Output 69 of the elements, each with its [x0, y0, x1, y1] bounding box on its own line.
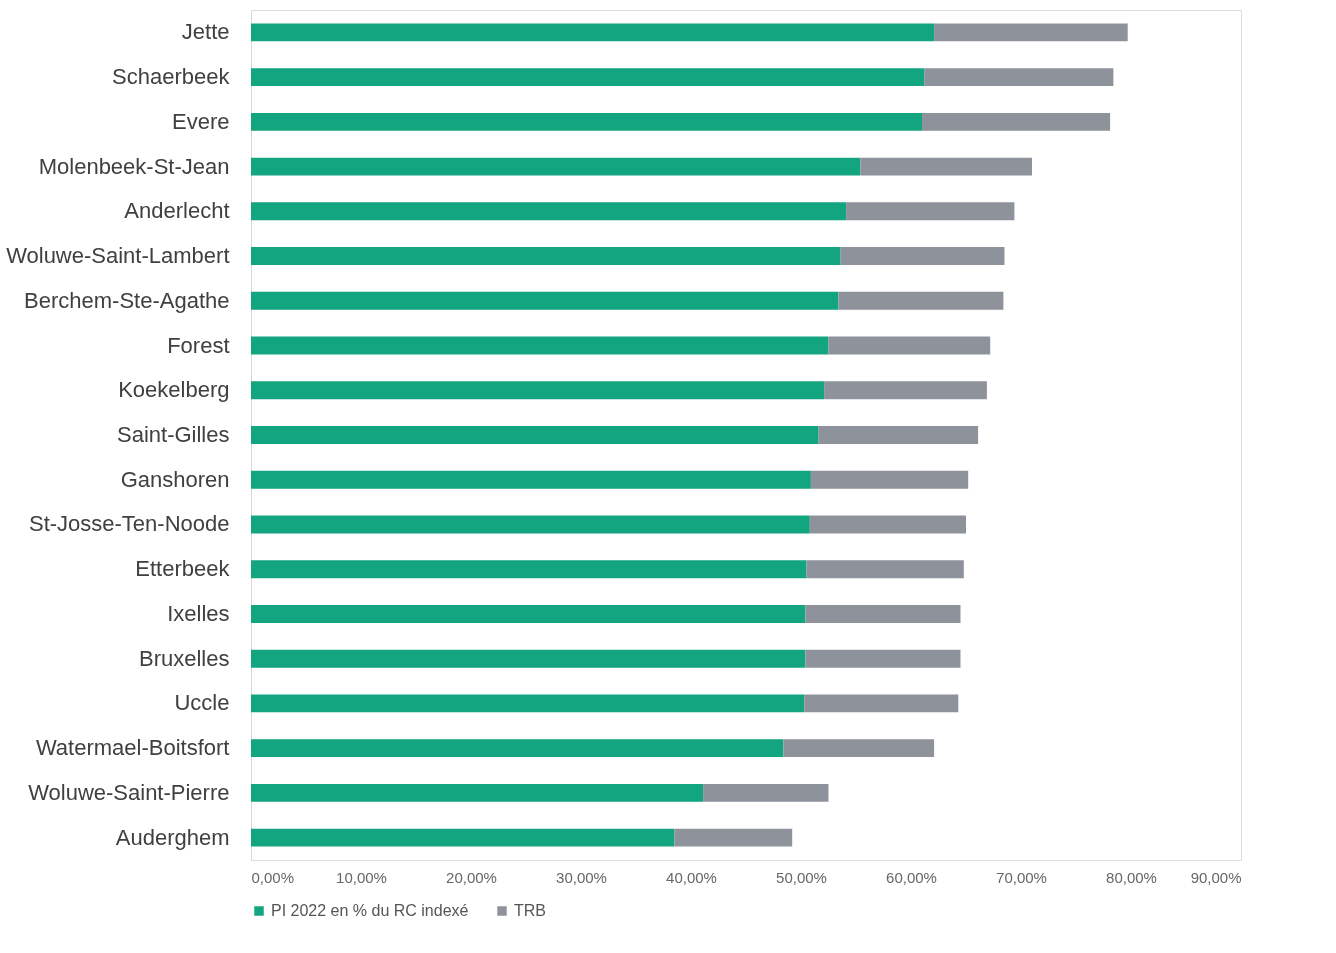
bar: [251, 336, 829, 355]
x-tick-label: 70,00%: [996, 868, 1047, 886]
bar: [809, 515, 966, 534]
bar: [783, 739, 935, 758]
x-tick-label: 80,00%: [1106, 868, 1157, 886]
bar: [824, 381, 987, 400]
y-tick-label: Molenbeek-St-Jean: [38, 153, 230, 179]
y-tick-label: Woluwe-Saint-Pierre: [28, 779, 230, 805]
bar: [810, 470, 969, 489]
y-tick-label: Uccle: [174, 690, 230, 716]
legend-label: TRB: [514, 902, 546, 919]
bar: [251, 739, 784, 758]
x-tick-label: 50,00%: [776, 868, 827, 886]
y-tick-label: Anderlecht: [124, 198, 230, 224]
y-tick-label: Koekelberg: [118, 377, 230, 403]
bar: [840, 247, 1005, 265]
bar: [251, 783, 704, 802]
y-tick-label: Forest: [167, 332, 230, 358]
bar: [828, 336, 991, 355]
bar: [838, 291, 1004, 310]
y-tick-label: Evere: [172, 108, 230, 134]
bar: [251, 560, 807, 579]
bar: [804, 694, 959, 713]
x-tick-label: 90,00%: [1190, 868, 1242, 886]
y-tick-label: Ixelles: [167, 600, 230, 626]
y-tick-label: Auderghem: [115, 824, 230, 850]
bar: [805, 649, 961, 668]
x-tick-label: 40,00%: [666, 868, 717, 886]
bar: [251, 426, 819, 444]
x-tick-label: 60,00%: [886, 868, 937, 886]
bar: [818, 426, 979, 444]
bar: [251, 694, 805, 713]
bar: [251, 157, 861, 176]
y-tick-label: Etterbeek: [135, 556, 231, 582]
y-tick-label: Saint-Gilles: [117, 422, 230, 447]
x-tick-label: 0,00%: [251, 868, 295, 886]
x-tick-label: 30,00%: [556, 868, 607, 886]
y-tick-label: St-Josse-Ten-Noode: [28, 511, 230, 537]
bar: [251, 23, 935, 42]
y-tick-label: Ganshoren: [120, 466, 230, 492]
bar: [251, 605, 806, 623]
x-tick-label: 10,00%: [336, 868, 387, 886]
bar: [922, 112, 1111, 131]
bar: [924, 68, 1114, 87]
legend-label: PI 2022 en % du RC indexé: [271, 902, 469, 919]
bar: [251, 470, 811, 489]
bar: [846, 202, 1015, 221]
y-tick-label: Watermael-Boitsfort: [35, 735, 230, 761]
bar: [806, 560, 964, 579]
bar: [703, 783, 829, 802]
bar: [251, 112, 922, 131]
bar: [251, 202, 847, 221]
bar: [251, 515, 810, 534]
y-tick-label: Woluwe-Saint-Lambert: [6, 243, 230, 269]
bar: [251, 68, 925, 87]
bar: [674, 828, 793, 847]
y-tick-label: Schaerbeek: [112, 64, 231, 90]
y-tick-label: Jette: [181, 19, 230, 45]
bar: [860, 157, 1032, 176]
bar: [251, 828, 675, 847]
x-tick-label: 20,00%: [446, 868, 497, 886]
bar: [934, 23, 1128, 42]
y-tick-label: Bruxelles: [139, 645, 230, 671]
y-tick-label: Berchem-Ste-Agathe: [24, 287, 230, 313]
bar: [251, 649, 806, 668]
bar: [251, 291, 839, 310]
bar: [251, 381, 825, 400]
bar: [251, 247, 841, 265]
bar: [805, 605, 961, 623]
